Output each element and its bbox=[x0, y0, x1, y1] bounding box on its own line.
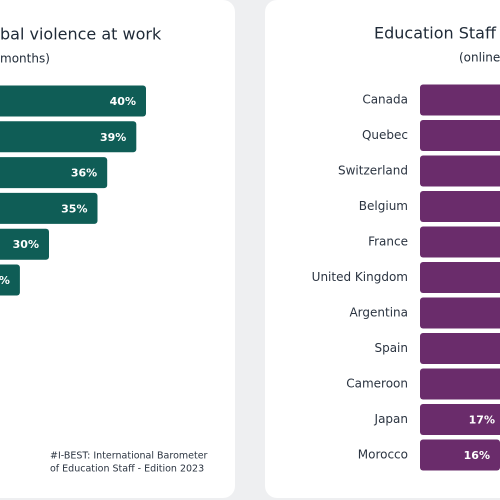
chart-subtitle: months) bbox=[0, 52, 50, 66]
bar bbox=[0, 264, 20, 296]
bar bbox=[420, 120, 500, 151]
category-label: United Kingdom bbox=[312, 270, 408, 284]
bar bbox=[0, 121, 137, 153]
bar bbox=[420, 155, 500, 187]
bar bbox=[420, 297, 500, 329]
category-label: Japan bbox=[374, 412, 408, 426]
category-label: France bbox=[368, 235, 408, 249]
category-label: Belgium bbox=[359, 199, 408, 213]
source-note: of Education Staff - Edition 2023 bbox=[50, 464, 204, 475]
bar bbox=[420, 191, 500, 222]
chart-subtitle: (online bbox=[459, 51, 500, 65]
value-label: 17% bbox=[469, 414, 495, 427]
category-label: Canada bbox=[362, 93, 408, 107]
bar bbox=[420, 84, 500, 116]
value-label: 36% bbox=[71, 167, 97, 180]
value-label: 35% bbox=[61, 202, 87, 215]
bar bbox=[0, 157, 108, 189]
bar bbox=[0, 192, 98, 224]
bar bbox=[420, 368, 500, 400]
category-label: Quebec bbox=[362, 128, 408, 142]
value-label: 39% bbox=[100, 131, 126, 144]
bar bbox=[0, 228, 49, 260]
chart-title: Education Staff v bbox=[374, 24, 500, 43]
category-label: Switzerland bbox=[338, 164, 408, 178]
bar bbox=[420, 439, 500, 471]
bar bbox=[0, 85, 146, 117]
category-label: Morocco bbox=[358, 448, 408, 462]
bar bbox=[420, 404, 500, 435]
source-note: #I-BEST: International Barometer bbox=[50, 451, 208, 462]
bar bbox=[420, 333, 500, 364]
value-label: 16% bbox=[464, 449, 490, 462]
value-label: 40% bbox=[110, 95, 136, 108]
category-label: Cameroon bbox=[346, 377, 408, 391]
bar bbox=[420, 262, 500, 293]
bar bbox=[420, 226, 500, 258]
value-label: 27% bbox=[0, 274, 10, 287]
category-label: Spain bbox=[374, 341, 408, 355]
chart-title: bal violence at work bbox=[0, 25, 162, 44]
value-label: 30% bbox=[13, 238, 39, 251]
category-label: Argentina bbox=[349, 306, 408, 320]
